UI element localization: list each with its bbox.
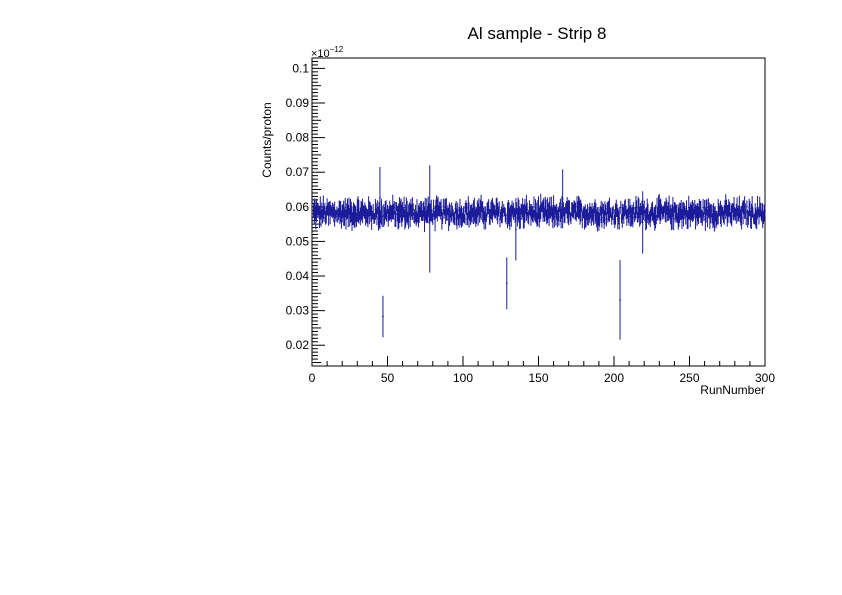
chart-title: Al sample - Strip 8 xyxy=(468,24,607,43)
y-tick-label: 0.02 xyxy=(286,338,310,352)
x-tick-label: 50 xyxy=(381,371,395,385)
y-tick-label: 0.03 xyxy=(286,304,310,318)
y-tick-label: 0.06 xyxy=(286,200,310,214)
y-tick-label: 0.1 xyxy=(292,61,309,75)
y-axis: 0.02 0.03 0.04 0.05 0.06 0.07 0.08 0.09 0.1 xyxy=(286,57,325,364)
y-tick-label: 0.08 xyxy=(286,131,310,145)
data-points xyxy=(312,165,766,340)
y-axis-label: Counts/proton xyxy=(260,102,274,177)
x-tick-label: 200 xyxy=(604,371,624,385)
x-axis: 0 50 100 150 200 250 300 xyxy=(309,356,775,385)
x-tick-label: 0 xyxy=(309,371,316,385)
y-tick-label: 0.07 xyxy=(286,165,310,179)
x-axis-label: RunNumber xyxy=(700,383,765,397)
y-tick-label: 0.05 xyxy=(286,234,310,248)
y-tick-label: 0.09 xyxy=(286,96,310,110)
y-multiplier: ×10−12 xyxy=(311,45,344,60)
x-tick-label: 150 xyxy=(528,371,548,385)
y-tick-label: 0.04 xyxy=(286,269,310,283)
x-tick-label: 300 xyxy=(755,371,775,385)
x-tick-label: 250 xyxy=(679,371,699,385)
x-tick-label: 100 xyxy=(453,371,473,385)
